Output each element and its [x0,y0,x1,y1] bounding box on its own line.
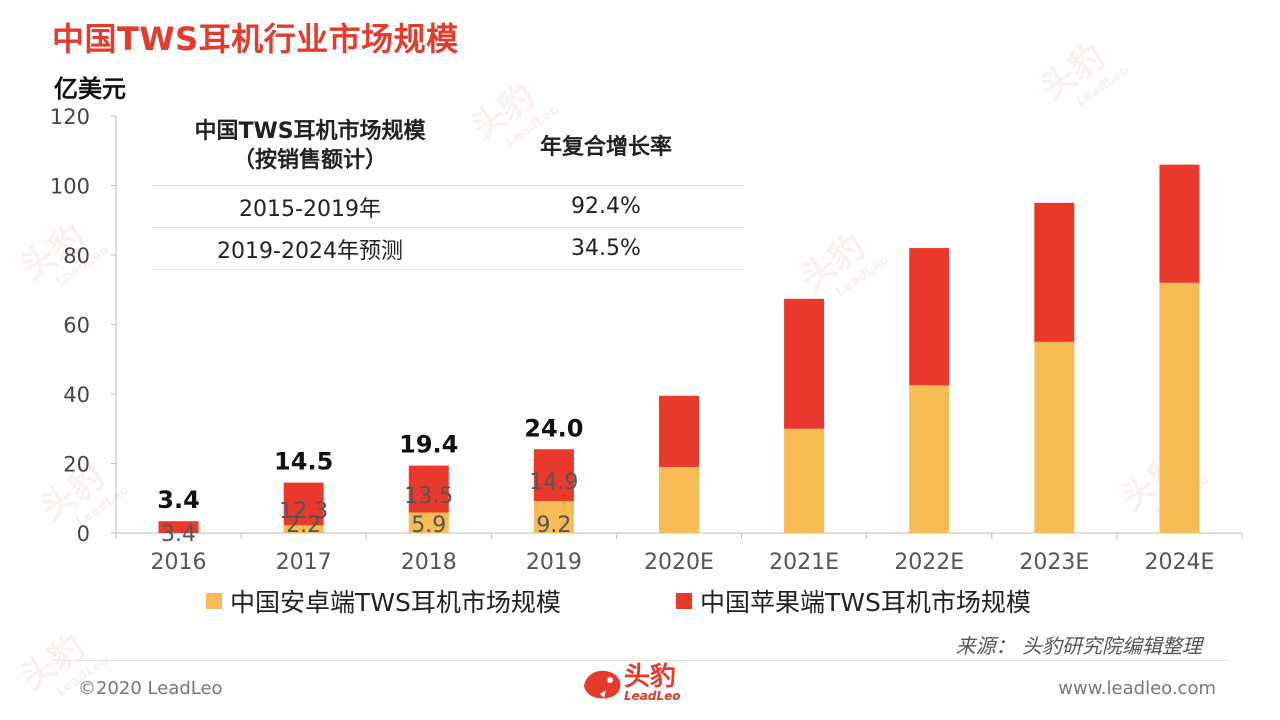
cagr-header-line2: （按销售额计） [232,148,387,173]
x-tick-label: 2020E [644,550,714,575]
legend-item-android: 中国安卓端TWS耳机市场规模 [206,583,561,619]
leopard-logo-icon [584,670,621,699]
bar-android [1034,341,1075,533]
cagr-table: 中国TWS耳机市场规模 （按销售额计） 年复合增长率 2015-2019年 92… [152,117,744,270]
page-title: 中国TWS耳机行业市场规模 [52,20,459,58]
data-label-android: 5.9 [411,513,446,538]
copyright: ©2020 LeadLeo [78,678,223,699]
cagr-header-market-size: 中国TWS耳机市场规模 （按销售额计） [152,117,468,185]
x-tick-label: 2016 [151,550,207,575]
data-label-total: 24.0 [524,414,583,442]
cagr-rate: 34.5% [571,236,641,261]
data-label-total: 19.4 [399,431,458,459]
bar-apple [158,521,199,533]
y-tick-label: 120 [50,105,90,129]
bar-android [1159,282,1200,533]
x-tick-label: 2018 [401,550,457,575]
legend-swatch-android [206,593,222,609]
data-label-apple: 3.4 [161,522,196,547]
legend-swatch-apple [676,593,692,609]
cagr-table-row: 2019-2024年预测 34.5% [152,228,744,270]
data-label-android: 2.2 [286,513,321,538]
cagr-table-header: 中国TWS耳机市场规模 （按销售额计） 年复合增长率 [152,117,744,186]
bar-android [408,512,449,533]
y-tick-label: 40 [63,383,90,407]
bar-android [909,385,950,533]
logo-subtext: LeadLeo [624,689,681,703]
bar-android [533,501,574,533]
data-label-android: 9.2 [536,513,571,538]
cagr-period: 2015-2019年 [239,196,381,222]
bar-apple [909,248,950,386]
bar-apple [1034,202,1075,342]
y-tick-label: 20 [63,453,90,477]
cagr-period: 2019-2024年预测 [217,238,403,264]
cagr-header-line1: 中国TWS耳机市场规模 [194,119,426,144]
y-tick-label: 80 [63,244,90,268]
data-label-total: 14.5 [274,448,333,476]
bar-android [283,525,324,533]
bar-apple [784,298,825,429]
bar-apple [533,449,574,502]
source-note: 来源： 头豹研究院编辑整理 [955,634,1202,658]
cagr-rate: 92.4% [571,194,641,219]
logo-text: 头豹 [624,662,677,692]
y-tick-label: 60 [63,314,90,338]
legend-label-android: 中国安卓端TWS耳机市场规模 [230,588,561,617]
data-label-total: 3.4 [157,486,200,514]
x-tick-label: 2021E [769,550,839,575]
footer-divider [52,660,1228,661]
data-label-apple: 12.3 [279,499,328,524]
data-label-apple: 13.5 [404,484,453,509]
x-tick-label: 2024E [1144,550,1214,575]
legend-label-apple: 中国苹果端TWS耳机市场规模 [700,588,1031,617]
x-tick-label: 2017 [276,550,332,575]
legend-item-apple: 中国苹果端TWS耳机市场规模 [676,583,1031,619]
stacked-bar-chart: 亿美元 0 20 40 60 80 100 120 2016 2017 2018 2019 2020E… [50,75,1243,575]
bar-android [659,466,699,533]
bar-apple [408,465,449,513]
x-tick-label: 2022E [894,550,964,575]
x-tick-label: 2019 [526,550,582,575]
y-axis-unit-label: 亿美元 [54,75,126,103]
website-link[interactable]: www.leadleo.com [1058,678,1216,699]
bar-apple [283,482,324,526]
y-tick-label: 0 [77,522,90,546]
cagr-table-row: 2015-2019年 92.4% [152,186,744,228]
y-tick-label: 100 [50,175,90,199]
data-label-apple: 14.9 [529,470,578,495]
x-tick-label: 2023E [1019,550,1089,575]
bar-apple [1159,164,1200,283]
bar-android [784,428,825,533]
leadleo-logo: 头豹 LeadLeo [580,664,681,704]
bar-apple [659,395,699,467]
cagr-header-rate: 年复合增长率 [539,135,672,160]
